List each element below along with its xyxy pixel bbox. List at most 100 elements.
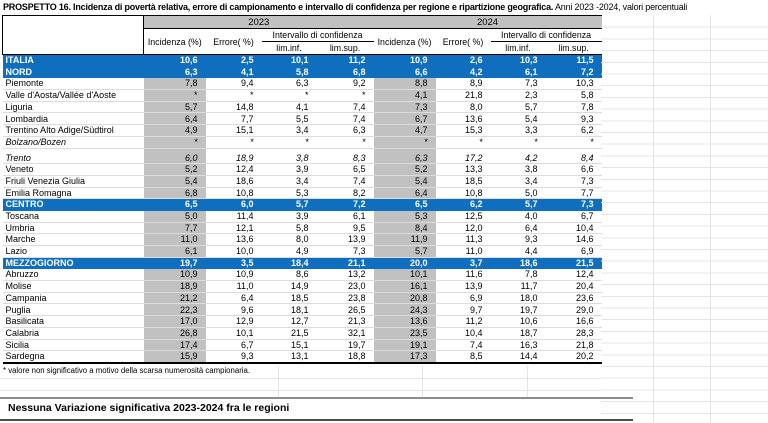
value-cell[interactable]: 10,9 <box>205 268 262 282</box>
value-cell[interactable]: 16,3 <box>490 339 546 352</box>
value-cell[interactable]: 8,5 <box>435 350 491 364</box>
value-cell[interactable]: 6,0 <box>205 198 262 211</box>
value-cell[interactable]: 4,7 <box>373 124 436 137</box>
value-cell[interactable]: 2,6 <box>435 54 491 67</box>
value-cell[interactable]: 9,3 <box>490 233 546 246</box>
value-cell[interactable]: 19,7 <box>143 257 206 270</box>
value-cell[interactable]: 14,6 <box>545 233 602 246</box>
value-cell[interactable]: 4,2 <box>490 152 546 165</box>
value-cell[interactable]: 29,0 <box>545 303 602 317</box>
value-cell[interactable]: 21,8 <box>435 89 491 102</box>
value-cell[interactable]: * <box>143 89 206 102</box>
value-cell[interactable]: 6,3 <box>261 77 317 91</box>
value-cell[interactable]: 11,4 <box>205 210 262 223</box>
value-cell[interactable]: 6,7 <box>545 210 602 223</box>
value-cell[interactable]: 4,2 <box>435 66 491 79</box>
value-cell[interactable]: 7,8 <box>143 77 206 91</box>
value-cell[interactable]: 9,5 <box>316 222 374 235</box>
value-cell[interactable]: 24,3 <box>373 303 436 317</box>
region-name-cell[interactable]: Trento <box>2 152 144 165</box>
value-cell[interactable]: 5,8 <box>261 222 317 235</box>
year-header-2024[interactable]: 2024 <box>373 15 602 29</box>
value-cell[interactable]: 10,6 <box>490 315 546 328</box>
region-name-cell[interactable]: Toscana <box>2 210 144 223</box>
value-cell[interactable]: 10,8 <box>435 187 491 200</box>
value-cell[interactable]: * <box>373 136 436 149</box>
region-name-cell[interactable]: MEZZOGIORNO <box>2 257 144 270</box>
value-cell[interactable]: 7,8 <box>490 268 546 282</box>
value-cell[interactable]: * <box>261 89 317 102</box>
value-cell[interactable]: 5,4 <box>373 175 436 188</box>
value-cell[interactable]: 6,3 <box>373 152 436 165</box>
value-cell[interactable]: 16,1 <box>373 280 436 293</box>
col-header-limsup-2023[interactable]: lim.sup. <box>316 41 374 55</box>
value-cell[interactable]: 18,9 <box>205 152 262 165</box>
col-header-liminf-2024[interactable]: lim.inf. <box>490 41 546 55</box>
value-cell[interactable]: 6,4 <box>205 292 262 305</box>
value-cell[interactable]: 6,5 <box>316 163 374 176</box>
group-header-confidenza-2024[interactable]: Intervallo di confidenza <box>490 28 602 42</box>
value-cell[interactable]: 17,0 <box>143 315 206 328</box>
value-cell[interactable]: 17,3 <box>373 350 436 364</box>
region-name-cell[interactable]: Marche <box>2 233 144 246</box>
region-name-cell[interactable]: Calabria <box>2 327 144 340</box>
value-cell[interactable]: 5,0 <box>490 187 546 200</box>
value-cell[interactable]: 3,5 <box>205 257 262 270</box>
value-cell[interactable]: 3,4 <box>490 175 546 188</box>
value-cell[interactable]: 6,4 <box>490 222 546 235</box>
value-cell[interactable]: 10,9 <box>373 54 436 67</box>
value-cell[interactable]: 2,5 <box>205 54 262 67</box>
value-cell[interactable]: 18,0 <box>490 292 546 305</box>
region-name-cell[interactable]: NORD <box>2 66 144 79</box>
value-cell[interactable]: 7,8 <box>545 101 602 114</box>
value-cell[interactable]: 6,3 <box>316 124 374 137</box>
value-cell[interactable]: 18,4 <box>261 257 317 270</box>
value-cell[interactable]: 21,2 <box>143 292 206 305</box>
value-cell[interactable]: 6,0 <box>143 152 206 165</box>
value-cell[interactable]: 12,5 <box>435 210 491 223</box>
value-cell[interactable]: 23,0 <box>316 280 374 293</box>
value-cell[interactable]: 7,4 <box>316 112 374 126</box>
value-cell[interactable]: 16,6 <box>545 315 602 328</box>
value-cell[interactable]: 11,2 <box>316 54 374 67</box>
value-cell[interactable]: 23,8 <box>316 292 374 305</box>
value-cell[interactable]: 5,7 <box>490 198 546 211</box>
value-cell[interactable]: 6,7 <box>205 339 262 352</box>
value-cell[interactable]: 18,7 <box>490 327 546 340</box>
value-cell[interactable]: 3,9 <box>261 163 317 176</box>
value-cell[interactable]: 9,3 <box>545 112 602 126</box>
value-cell[interactable]: 5,7 <box>490 101 546 114</box>
value-cell[interactable]: 18,5 <box>261 292 317 305</box>
value-cell[interactable]: 6,5 <box>373 198 436 211</box>
value-cell[interactable]: 20,2 <box>545 350 602 364</box>
value-cell[interactable]: 23,6 <box>545 292 602 305</box>
region-name-cell[interactable]: Sardegna <box>2 350 144 364</box>
value-cell[interactable]: 6,5 <box>143 198 206 211</box>
region-name-cell[interactable]: Valle d'Aosta/Vallée d'Aoste <box>2 89 144 102</box>
value-cell[interactable]: 15,1 <box>261 339 317 352</box>
value-cell[interactable]: 18,1 <box>261 303 317 317</box>
value-cell[interactable]: 8,2 <box>316 187 374 200</box>
value-cell[interactable]: 13,9 <box>316 233 374 246</box>
value-cell[interactable]: 12,4 <box>205 163 262 176</box>
value-cell[interactable] <box>373 148 436 153</box>
value-cell[interactable]: 5,7 <box>143 101 206 114</box>
value-cell[interactable]: 3,7 <box>435 257 491 270</box>
value-cell[interactable]: 8,9 <box>435 77 491 91</box>
region-name-cell[interactable]: Bolzano/Bozen <box>2 136 144 149</box>
value-cell[interactable]: 10,4 <box>545 222 602 235</box>
value-cell[interactable]: 6,4 <box>373 187 436 200</box>
value-cell[interactable]: 9,4 <box>205 77 262 91</box>
value-cell[interactable]: 3,4 <box>261 124 317 137</box>
region-name-cell[interactable]: Friuli Venezia Giulia <box>2 175 144 188</box>
value-cell[interactable]: 7,2 <box>545 66 602 79</box>
value-cell[interactable]: 2,3 <box>490 89 546 102</box>
value-cell[interactable]: 4,1 <box>261 101 317 114</box>
value-cell[interactable]: 11,7 <box>490 280 546 293</box>
region-name-cell[interactable]: Liguria <box>2 101 144 114</box>
value-cell[interactable]: 8,0 <box>435 101 491 114</box>
value-cell[interactable]: 5,7 <box>261 198 317 211</box>
value-cell[interactable]: * <box>435 136 491 149</box>
value-cell[interactable]: 15,9 <box>143 350 206 364</box>
value-cell[interactable]: 9,7 <box>435 303 491 317</box>
